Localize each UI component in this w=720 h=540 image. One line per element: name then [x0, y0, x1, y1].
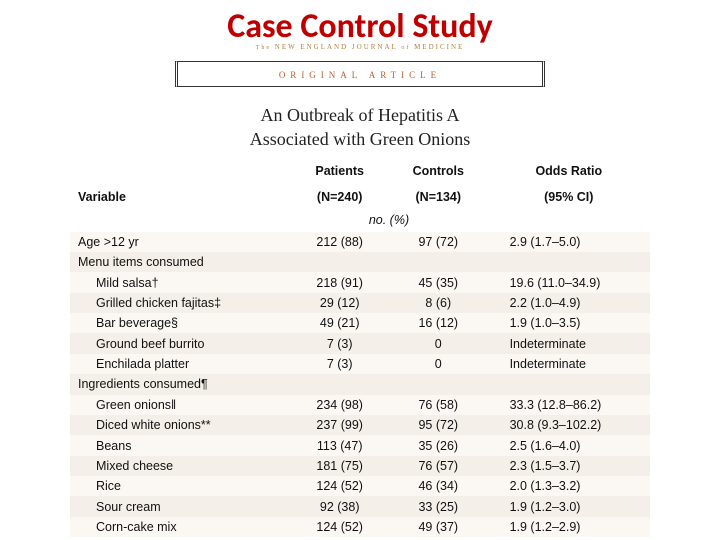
row-label: Ground beef burrito — [70, 333, 290, 353]
original-article-label: ORIGINAL ARTICLE — [279, 70, 441, 80]
table-header: Variable Patients Controls Odds Ratio (N… — [70, 158, 650, 232]
article-title-line1: An Outbreak of Hepatitis A — [261, 105, 460, 125]
journal-of: of — [401, 45, 410, 51]
table-row: Age >12 yr212 (88)97 (72)2.9 (1.7–5.0) — [70, 232, 650, 252]
row-controls: 16 (12) — [389, 313, 488, 333]
row-label: Rice — [70, 476, 290, 496]
row-controls: 0 — [389, 333, 488, 353]
col-header-patients: Patients — [290, 158, 389, 184]
original-article-box: ORIGINAL ARTICLE — [175, 61, 545, 87]
row-patients: 212 (88) — [290, 232, 389, 252]
row-patients: 234 (98) — [290, 395, 389, 415]
row-controls: 33 (25) — [389, 496, 488, 516]
row-controls: 97 (72) — [389, 232, 488, 252]
row-patients: 7 (3) — [290, 354, 389, 374]
row-controls — [389, 252, 488, 272]
row-label: Diced white onions** — [70, 415, 290, 435]
row-odds-ratio: 2.3 (1.5–3.7) — [488, 456, 650, 476]
table-row: Rice124 (52)46 (34)2.0 (1.3–3.2) — [70, 476, 650, 496]
row-odds-ratio: 19.6 (11.0–34.9) — [488, 272, 650, 292]
table-row: Mild salsa†218 (91)45 (35)19.6 (11.0–34.… — [70, 272, 650, 292]
data-table-wrap: Variable Patients Controls Odds Ratio (N… — [70, 158, 650, 538]
row-odds-ratio — [488, 252, 650, 272]
table-row: Corn-cake mix124 (52)49 (37)1.9 (1.2–2.9… — [70, 517, 650, 537]
row-controls: 76 (57) — [389, 456, 488, 476]
row-odds-ratio: 1.9 (1.2–3.0) — [488, 496, 650, 516]
article-title: An Outbreak of Hepatitis A Associated wi… — [0, 103, 720, 152]
table-row: Ingredients consumed¶ — [70, 374, 650, 394]
row-patients: 181 (75) — [290, 456, 389, 476]
row-patients: 49 (21) — [290, 313, 389, 333]
table-row: Sour cream92 (38)33 (25)1.9 (1.2–3.0) — [70, 496, 650, 516]
row-label: Menu items consumed — [70, 252, 290, 272]
table-row: Menu items consumed — [70, 252, 650, 272]
row-patients: 113 (47) — [290, 435, 389, 455]
row-label: Age >12 yr — [70, 232, 290, 252]
row-patients: 29 (12) — [290, 293, 389, 313]
unit-row: no. (%) — [70, 210, 650, 232]
row-odds-ratio: 2.5 (1.6–4.0) — [488, 435, 650, 455]
article-title-line2: Associated with Green Onions — [250, 129, 470, 149]
row-controls: 8 (6) — [389, 293, 488, 313]
row-label: Beans — [70, 435, 290, 455]
col-header-controls: Controls — [389, 158, 488, 184]
row-label: Grilled chicken fajitas‡ — [70, 293, 290, 313]
row-odds-ratio — [488, 374, 650, 394]
results-table: Variable Patients Controls Odds Ratio (N… — [70, 158, 650, 538]
row-controls: 49 (37) — [389, 517, 488, 537]
table-row: Diced white onions**237 (99)95 (72)30.8 … — [70, 415, 650, 435]
journal-main-b: MEDICINE — [414, 43, 464, 51]
row-controls: 35 (26) — [389, 435, 488, 455]
col-header-variable: Variable — [70, 158, 290, 210]
row-patients — [290, 252, 389, 272]
row-controls: 46 (34) — [389, 476, 488, 496]
row-odds-ratio: Indeterminate — [488, 333, 650, 353]
row-odds-ratio: 2.9 (1.7–5.0) — [488, 232, 650, 252]
row-label: Sour cream — [70, 496, 290, 516]
row-odds-ratio: 2.2 (1.0–4.9) — [488, 293, 650, 313]
row-label: Mild salsa† — [70, 272, 290, 292]
row-label: Ingredients consumed¶ — [70, 374, 290, 394]
row-label: Enchilada platter — [70, 354, 290, 374]
col-header-patients-n: (N=240) — [290, 184, 389, 210]
journal-prefix: The — [256, 45, 271, 51]
row-controls — [389, 374, 488, 394]
table-row: Beans113 (47)35 (26)2.5 (1.6–4.0) — [70, 435, 650, 455]
row-patients: 237 (99) — [290, 415, 389, 435]
row-label: Bar beverage§ — [70, 313, 290, 333]
row-odds-ratio: Indeterminate — [488, 354, 650, 374]
table-row: Bar beverage§49 (21)16 (12)1.9 (1.0–3.5) — [70, 313, 650, 333]
row-label: Green onions‖ — [70, 395, 290, 415]
unit-label: no. (%) — [290, 210, 487, 232]
row-controls: 76 (58) — [389, 395, 488, 415]
row-odds-ratio: 30.8 (9.3–102.2) — [488, 415, 650, 435]
row-label: Mixed cheese — [70, 456, 290, 476]
col-header-ci: (95% CI) — [488, 184, 650, 210]
row-odds-ratio: 1.9 (1.0–3.5) — [488, 313, 650, 333]
row-controls: 0 — [389, 354, 488, 374]
row-patients: 92 (38) — [290, 496, 389, 516]
table-body: Age >12 yr212 (88)97 (72)2.9 (1.7–5.0)Me… — [70, 232, 650, 538]
row-controls: 95 (72) — [389, 415, 488, 435]
row-patients: 124 (52) — [290, 476, 389, 496]
table-row: Grilled chicken fajitas‡29 (12)8 (6)2.2 … — [70, 293, 650, 313]
journal-name: The NEW ENGLAND JOURNAL of MEDICINE — [0, 43, 720, 51]
table-row: Green onions‖234 (98)76 (58)33.3 (12.8–8… — [70, 395, 650, 415]
table-row: Ground beef burrito7 (3)0Indeterminate — [70, 333, 650, 353]
row-odds-ratio: 2.0 (1.3–3.2) — [488, 476, 650, 496]
row-patients — [290, 374, 389, 394]
row-odds-ratio: 1.9 (1.2–2.9) — [488, 517, 650, 537]
row-patients: 7 (3) — [290, 333, 389, 353]
row-patients: 218 (91) — [290, 272, 389, 292]
slide-title: Case Control Study — [0, 0, 720, 47]
table-row: Mixed cheese181 (75)76 (57)2.3 (1.5–3.7) — [70, 456, 650, 476]
row-patients: 124 (52) — [290, 517, 389, 537]
row-label: Corn-cake mix — [70, 517, 290, 537]
row-controls: 45 (35) — [389, 272, 488, 292]
row-odds-ratio: 33.3 (12.8–86.2) — [488, 395, 650, 415]
col-header-odds: Odds Ratio — [488, 158, 650, 184]
table-row: Enchilada platter7 (3)0Indeterminate — [70, 354, 650, 374]
journal-main-a: NEW ENGLAND JOURNAL — [275, 43, 398, 51]
col-header-controls-n: (N=134) — [389, 184, 488, 210]
